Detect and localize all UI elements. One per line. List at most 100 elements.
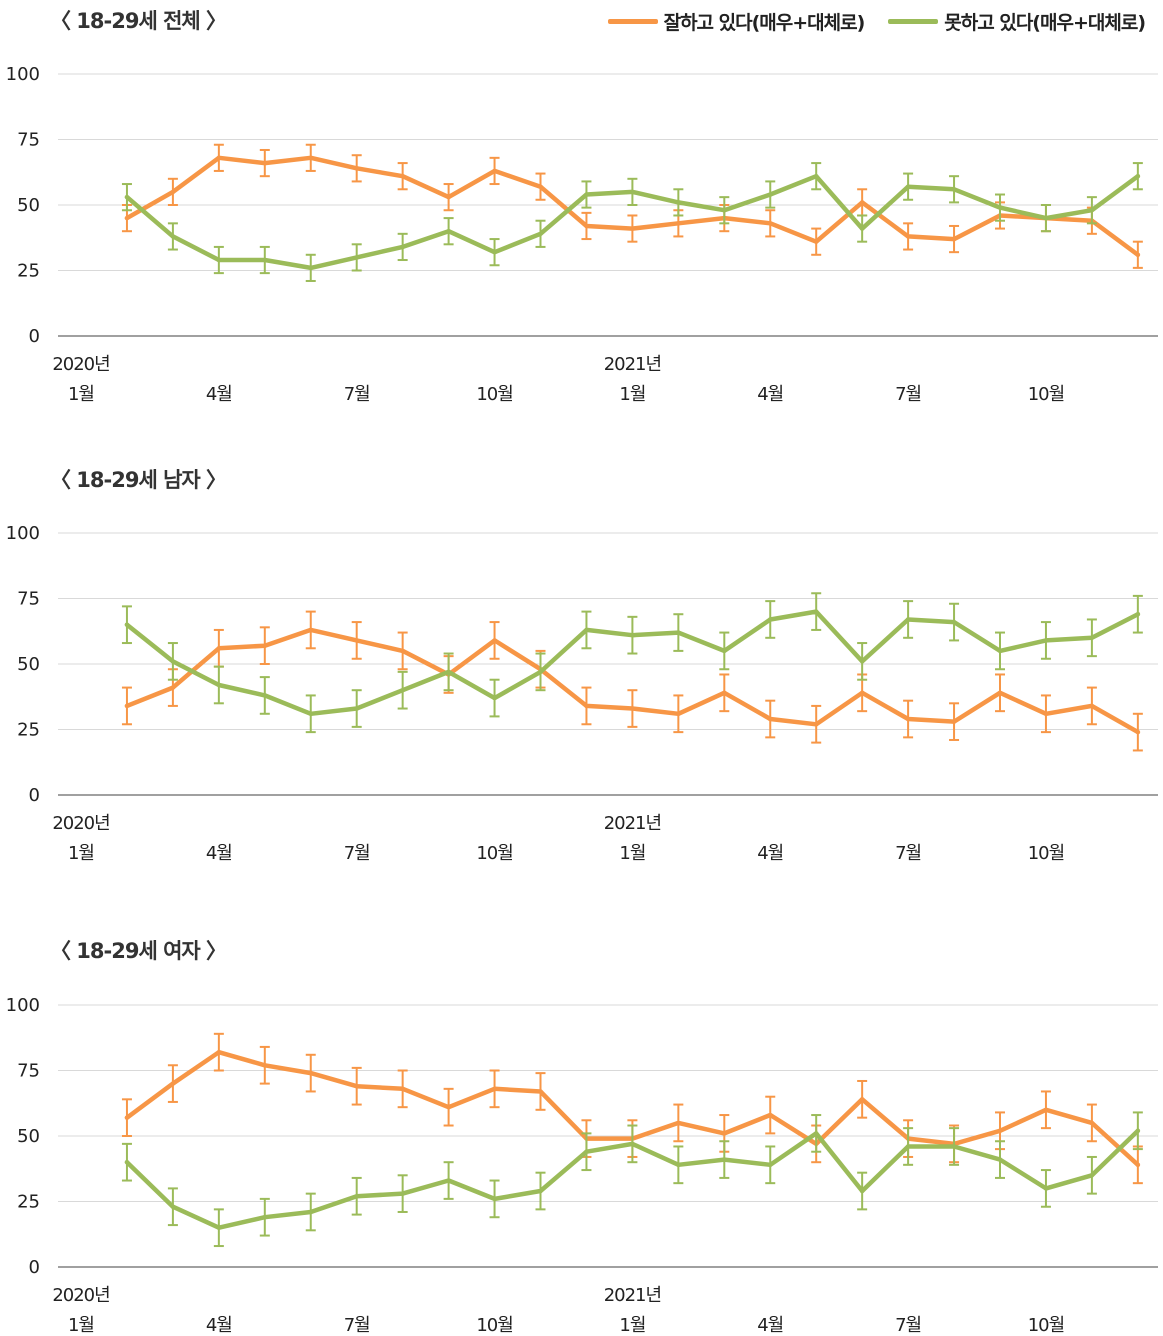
data-point [1135, 173, 1141, 179]
x-month-label: 7월 [895, 843, 921, 864]
data-point [768, 1112, 773, 1118]
data-point [400, 648, 405, 654]
x-month-label: 1월 [68, 384, 94, 405]
chart-panel-2: 〈 18-29세 남자 〉 0 25 50 75 100 2020년 2021년 1월 4월 7월 1… [6, 468, 1158, 864]
data-point [905, 617, 911, 622]
data-point [124, 1160, 130, 1165]
chart-title: 〈 18-29세 여자 〉 [50, 939, 226, 963]
data-point [1089, 208, 1095, 213]
data-point [1135, 729, 1141, 735]
data-point [354, 166, 359, 171]
data-point [676, 711, 681, 716]
data-point [262, 1215, 267, 1220]
y-tick-label: 50 [17, 1126, 40, 1147]
legend-label-bad: 못하고 있다(매우+대체로) [944, 11, 1146, 34]
data-point [859, 200, 865, 205]
data-point [814, 722, 819, 727]
data-point [1043, 638, 1049, 643]
series-bad [121, 162, 1143, 282]
y-tick-label: 0 [29, 785, 40, 806]
data-point [492, 638, 497, 643]
data-point [354, 255, 359, 260]
data-point [676, 200, 681, 205]
data-point [997, 205, 1003, 210]
data-point [584, 1149, 589, 1154]
x-month-label: 10월 [476, 843, 512, 864]
y-tick-label: 75 [17, 589, 40, 610]
data-point [905, 1144, 911, 1149]
x-month-label: 4월 [206, 384, 232, 405]
data-point [814, 239, 819, 244]
data-point [400, 1191, 405, 1196]
y-tick-label: 25 [17, 720, 40, 741]
legend-item-bad: 못하고 있다(매우+대체로) [888, 8, 1146, 35]
data-point [1043, 1186, 1049, 1191]
data-point [1135, 1128, 1141, 1133]
data-point [400, 173, 405, 179]
x-month-label: 10월 [476, 384, 512, 405]
data-point [859, 690, 865, 696]
data-point [1043, 711, 1049, 716]
chart-panel-3: 〈 18-29세 여자 〉 0 25 50 75 100 2020년 2021년 1월 4월 7월 1… [6, 939, 1158, 1336]
x-month-label: 1월 [619, 843, 645, 864]
x-month-label: 4월 [206, 1315, 232, 1336]
x-month-label: 7월 [344, 843, 370, 864]
x-month-label: 10월 [1028, 1315, 1064, 1336]
data-point [768, 716, 773, 722]
data-point [170, 1081, 176, 1086]
data-point [1135, 612, 1141, 617]
legend-item-good: 잘하고 있다(매우+대체로) [607, 8, 865, 35]
data-point [492, 168, 497, 174]
data-point [492, 1086, 497, 1092]
data-point [124, 703, 130, 709]
data-point [630, 226, 635, 231]
y-tick-label: 100 [6, 523, 40, 544]
y-tick-label: 75 [17, 1061, 40, 1082]
y-tick-label: 100 [6, 995, 40, 1016]
data-point [538, 1188, 543, 1194]
data-point [124, 215, 130, 221]
data-point [308, 627, 313, 633]
x-month-label: 4월 [757, 384, 783, 405]
x-month-label: 7월 [895, 1315, 921, 1336]
x-month-label: 1월 [68, 1315, 94, 1336]
data-point [768, 617, 773, 622]
data-point [262, 643, 267, 648]
data-point [814, 173, 819, 179]
data-point [124, 622, 130, 627]
data-point [1089, 1120, 1095, 1126]
data-point [308, 265, 313, 271]
data-point [584, 223, 589, 229]
data-point [492, 695, 497, 701]
data-point [905, 716, 911, 722]
data-point [170, 685, 176, 690]
x-year-label: 2020년 [52, 813, 109, 834]
x-month-label: 10월 [1028, 843, 1064, 864]
series-bad [121, 592, 1143, 734]
data-point [400, 1086, 405, 1092]
data-point [124, 1115, 130, 1120]
data-point [676, 221, 681, 226]
data-point [170, 1204, 176, 1209]
data-point [584, 703, 589, 709]
data-point [768, 221, 773, 226]
data-point [997, 648, 1003, 654]
x-month-label: 1월 [68, 843, 94, 864]
data-point [492, 1196, 497, 1202]
data-point [170, 659, 176, 664]
data-point [814, 1131, 819, 1136]
y-tick-label: 0 [29, 1257, 40, 1278]
data-point [768, 192, 773, 197]
x-month-label: 7월 [344, 384, 370, 405]
data-point [951, 236, 957, 242]
data-point [400, 244, 405, 250]
y-tick-label: 50 [17, 654, 40, 675]
data-point [446, 1178, 451, 1183]
y-tick-label: 0 [29, 326, 40, 347]
data-point [722, 690, 727, 696]
data-point [446, 1104, 451, 1110]
data-point [216, 682, 222, 688]
data-point [538, 669, 543, 675]
data-point [1135, 252, 1141, 257]
